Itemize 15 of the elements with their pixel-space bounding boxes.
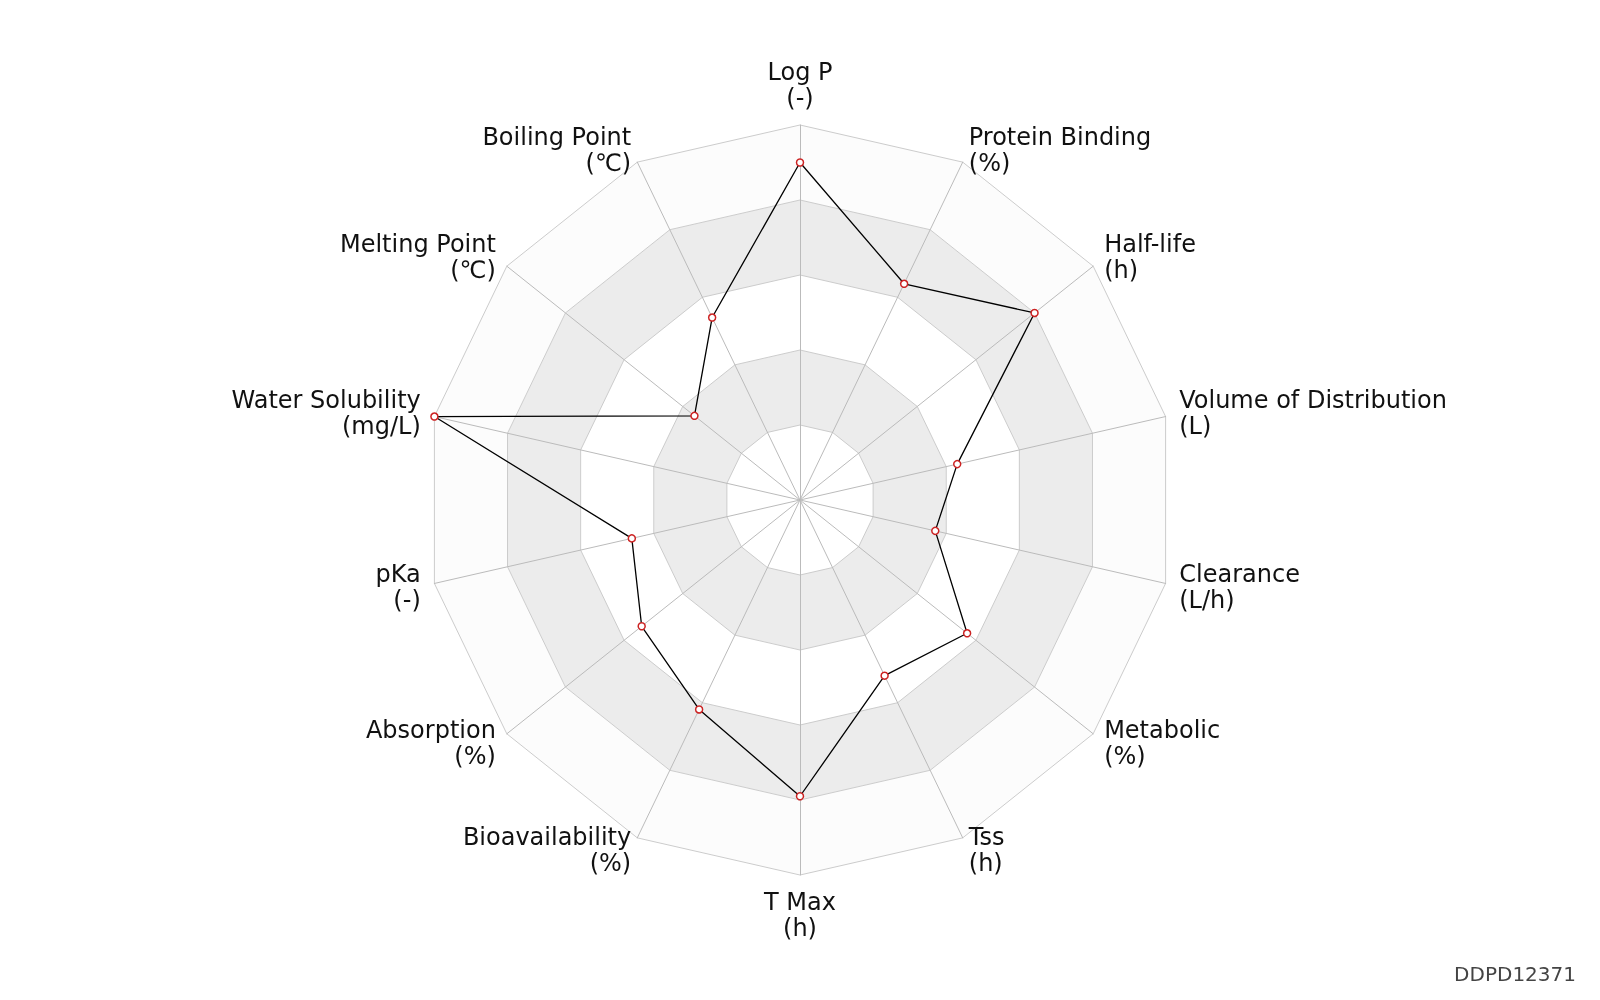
spoke-label: T Max (h) (763, 888, 836, 942)
spoke-label: Half-life (h) (1104, 230, 1196, 285)
spoke-label: Volume of Distribution (L) (1179, 386, 1447, 441)
spoke-label: Tss (h) (967, 823, 1005, 878)
spoke-label: Absorption (%) (365, 715, 496, 770)
spoke-label: Bioavailability (%) (462, 823, 632, 878)
spoke-label: Melting Point (℃) (339, 230, 496, 285)
spoke-label: Metabolic (%) (1104, 715, 1221, 770)
spoke-label: Clearance (L/h) (1179, 559, 1300, 614)
spoke-label: Log P (-) (767, 58, 833, 112)
spoke-label: Boiling Point (℃) (482, 122, 632, 177)
spoke-label: pKa (-) (375, 559, 421, 614)
spoke-label: Protein Binding (%) (968, 122, 1152, 177)
spoke-label: Water Solubility (mg/L) (231, 386, 421, 441)
text: DDPD12371 (1454, 962, 1577, 986)
